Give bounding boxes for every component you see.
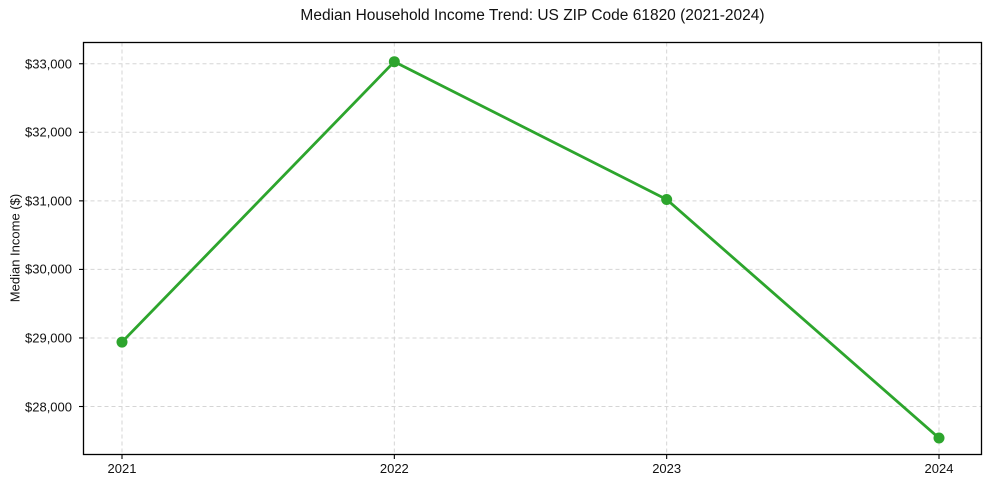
chart-title: Median Household Income Trend: US ZIP Co… — [300, 7, 765, 24]
data-point-2021 — [116, 336, 128, 348]
data-point-2024 — [933, 432, 945, 444]
data-point-2022 — [388, 56, 400, 68]
income-trend-line — [120, 60, 941, 440]
data-point-2023 — [661, 193, 673, 205]
plot-border — [82, 41, 983, 456]
